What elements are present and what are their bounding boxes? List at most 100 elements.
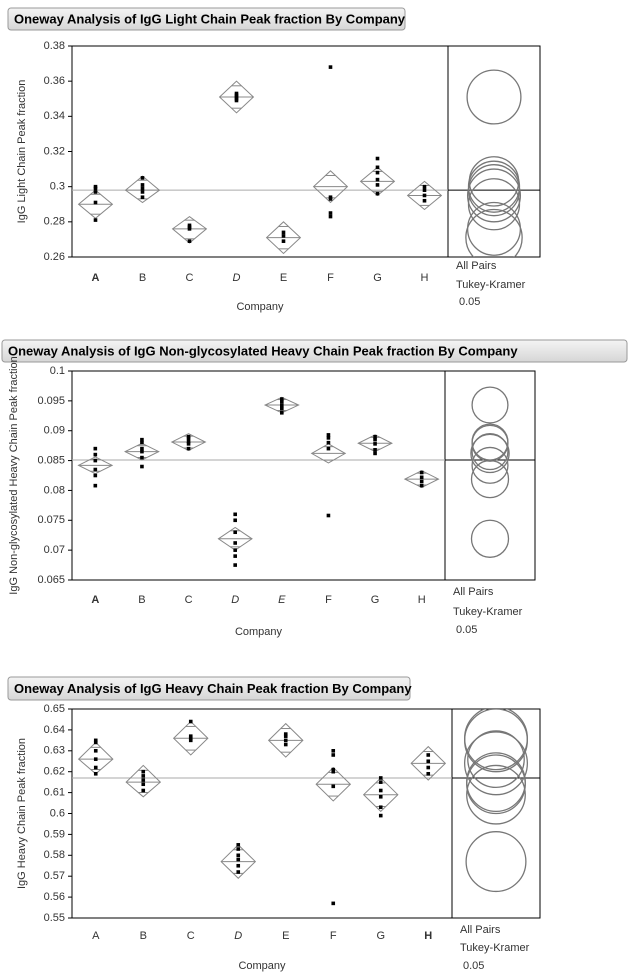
- data-point: [140, 190, 145, 194]
- y-tick-label: 0.56: [44, 891, 65, 903]
- y-tick-label: 0.61: [44, 787, 65, 799]
- data-point: [234, 96, 239, 101]
- data-point: [422, 193, 427, 198]
- x-tick-label: B: [139, 272, 146, 284]
- x-tick-label: H: [418, 594, 426, 606]
- comparison-circles: [465, 69, 523, 257]
- data-point: [422, 198, 427, 203]
- data-point: [375, 177, 380, 182]
- data-point: [236, 847, 241, 851]
- data-point: [375, 165, 380, 170]
- x-tick-label: C: [186, 272, 194, 284]
- y-tick-label: 0.07: [44, 544, 65, 556]
- comparison-label: All Pairs: [453, 586, 494, 598]
- data-point: [326, 513, 331, 518]
- comparison-circles: [470, 386, 510, 558]
- x-axis-label: Company: [235, 626, 283, 638]
- data-point: [378, 788, 383, 793]
- comparison-circle: [471, 423, 509, 461]
- data-point: [141, 788, 146, 793]
- data-point: [93, 218, 98, 222]
- y-axis-label: IgG Light Chain Peak fraction: [16, 80, 28, 224]
- data-point: [140, 186, 145, 191]
- data-point: [236, 857, 241, 862]
- y-tick-label: 0.36: [44, 75, 65, 87]
- data-point: [422, 184, 427, 189]
- panel-title: Oneway Analysis of IgG Light Chain Peak …: [14, 11, 406, 26]
- x-tick-label: C: [185, 594, 193, 606]
- y-axis-label: IgG Heavy Chain Peak fraction: [16, 738, 28, 889]
- data-point: [93, 458, 98, 463]
- circle-frame: [444, 370, 536, 581]
- comparison-circle: [463, 731, 528, 796]
- data-point: [331, 901, 336, 906]
- comparison-circle: [466, 764, 526, 825]
- x-tick-label: H: [421, 272, 429, 284]
- y-tick-label: 0.62: [44, 766, 65, 778]
- data-point: [280, 400, 284, 404]
- data-point: [236, 863, 241, 868]
- panel-title: Oneway Analysis of IgG Non-glycosylated …: [8, 343, 518, 358]
- data-point: [419, 479, 424, 484]
- data-point: [140, 446, 144, 451]
- comparison-circles: [463, 709, 528, 893]
- data-point: [281, 239, 286, 243]
- y-tick-label: 0.6: [50, 807, 65, 819]
- data-point: [93, 757, 98, 761]
- y-tick-label: 0.59: [44, 828, 65, 840]
- comparison-circle: [466, 201, 522, 256]
- data-point: [331, 753, 336, 757]
- x-axis-label: Company: [236, 301, 284, 313]
- data-point: [280, 406, 284, 411]
- data-point: [233, 554, 237, 558]
- data-point: [188, 736, 193, 741]
- data-point: [281, 234, 286, 238]
- data-point: [326, 436, 331, 440]
- data-point: [328, 214, 333, 219]
- circle-frame: [447, 45, 541, 258]
- x-tick-label: G: [376, 930, 385, 942]
- y-tick-label: 0.075: [37, 514, 65, 526]
- data-point: [236, 870, 241, 874]
- data-point: [233, 563, 237, 567]
- data-point: [140, 195, 145, 200]
- data-point: [93, 200, 98, 205]
- comparison-circle: [470, 433, 510, 474]
- x-tick-label: D: [234, 930, 242, 942]
- x-tick-label: A: [91, 594, 99, 606]
- data-point: [426, 753, 431, 757]
- data-point: [140, 455, 144, 460]
- x-tick-label: F: [325, 594, 332, 606]
- data-point: [419, 470, 424, 475]
- data-point: [328, 195, 333, 200]
- x-tick-label: C: [187, 930, 195, 942]
- y-tick-label: 0.64: [44, 724, 65, 736]
- data-point: [378, 813, 383, 818]
- comparison-circle: [465, 831, 527, 893]
- data-point: [186, 442, 191, 446]
- panel: Oneway Analysis of IgG Non-glycosylated …: [1, 339, 628, 638]
- data-point: [422, 188, 427, 192]
- data-point: [331, 784, 336, 789]
- data-point: [93, 190, 98, 194]
- comparison-circle: [471, 446, 509, 484]
- data-point: [93, 446, 98, 451]
- data-point: [187, 225, 192, 229]
- data-point: [283, 734, 288, 738]
- plot-frame: [71, 45, 449, 258]
- comparison-label: Tukey-Kramer: [460, 942, 530, 954]
- data-point: [140, 437, 144, 442]
- data-point: [93, 473, 98, 478]
- data-point: [331, 767, 336, 772]
- comparison-circle: [470, 459, 510, 499]
- y-tick-label: 0.085: [37, 454, 65, 466]
- data-point: [375, 191, 380, 196]
- data-point: [328, 65, 333, 69]
- data-point: [93, 467, 98, 472]
- data-point: [326, 440, 331, 445]
- x-tick-label: B: [140, 930, 147, 942]
- y-tick-label: 0.3: [50, 181, 65, 193]
- x-tick-label: F: [327, 272, 334, 284]
- data-point: [233, 512, 237, 517]
